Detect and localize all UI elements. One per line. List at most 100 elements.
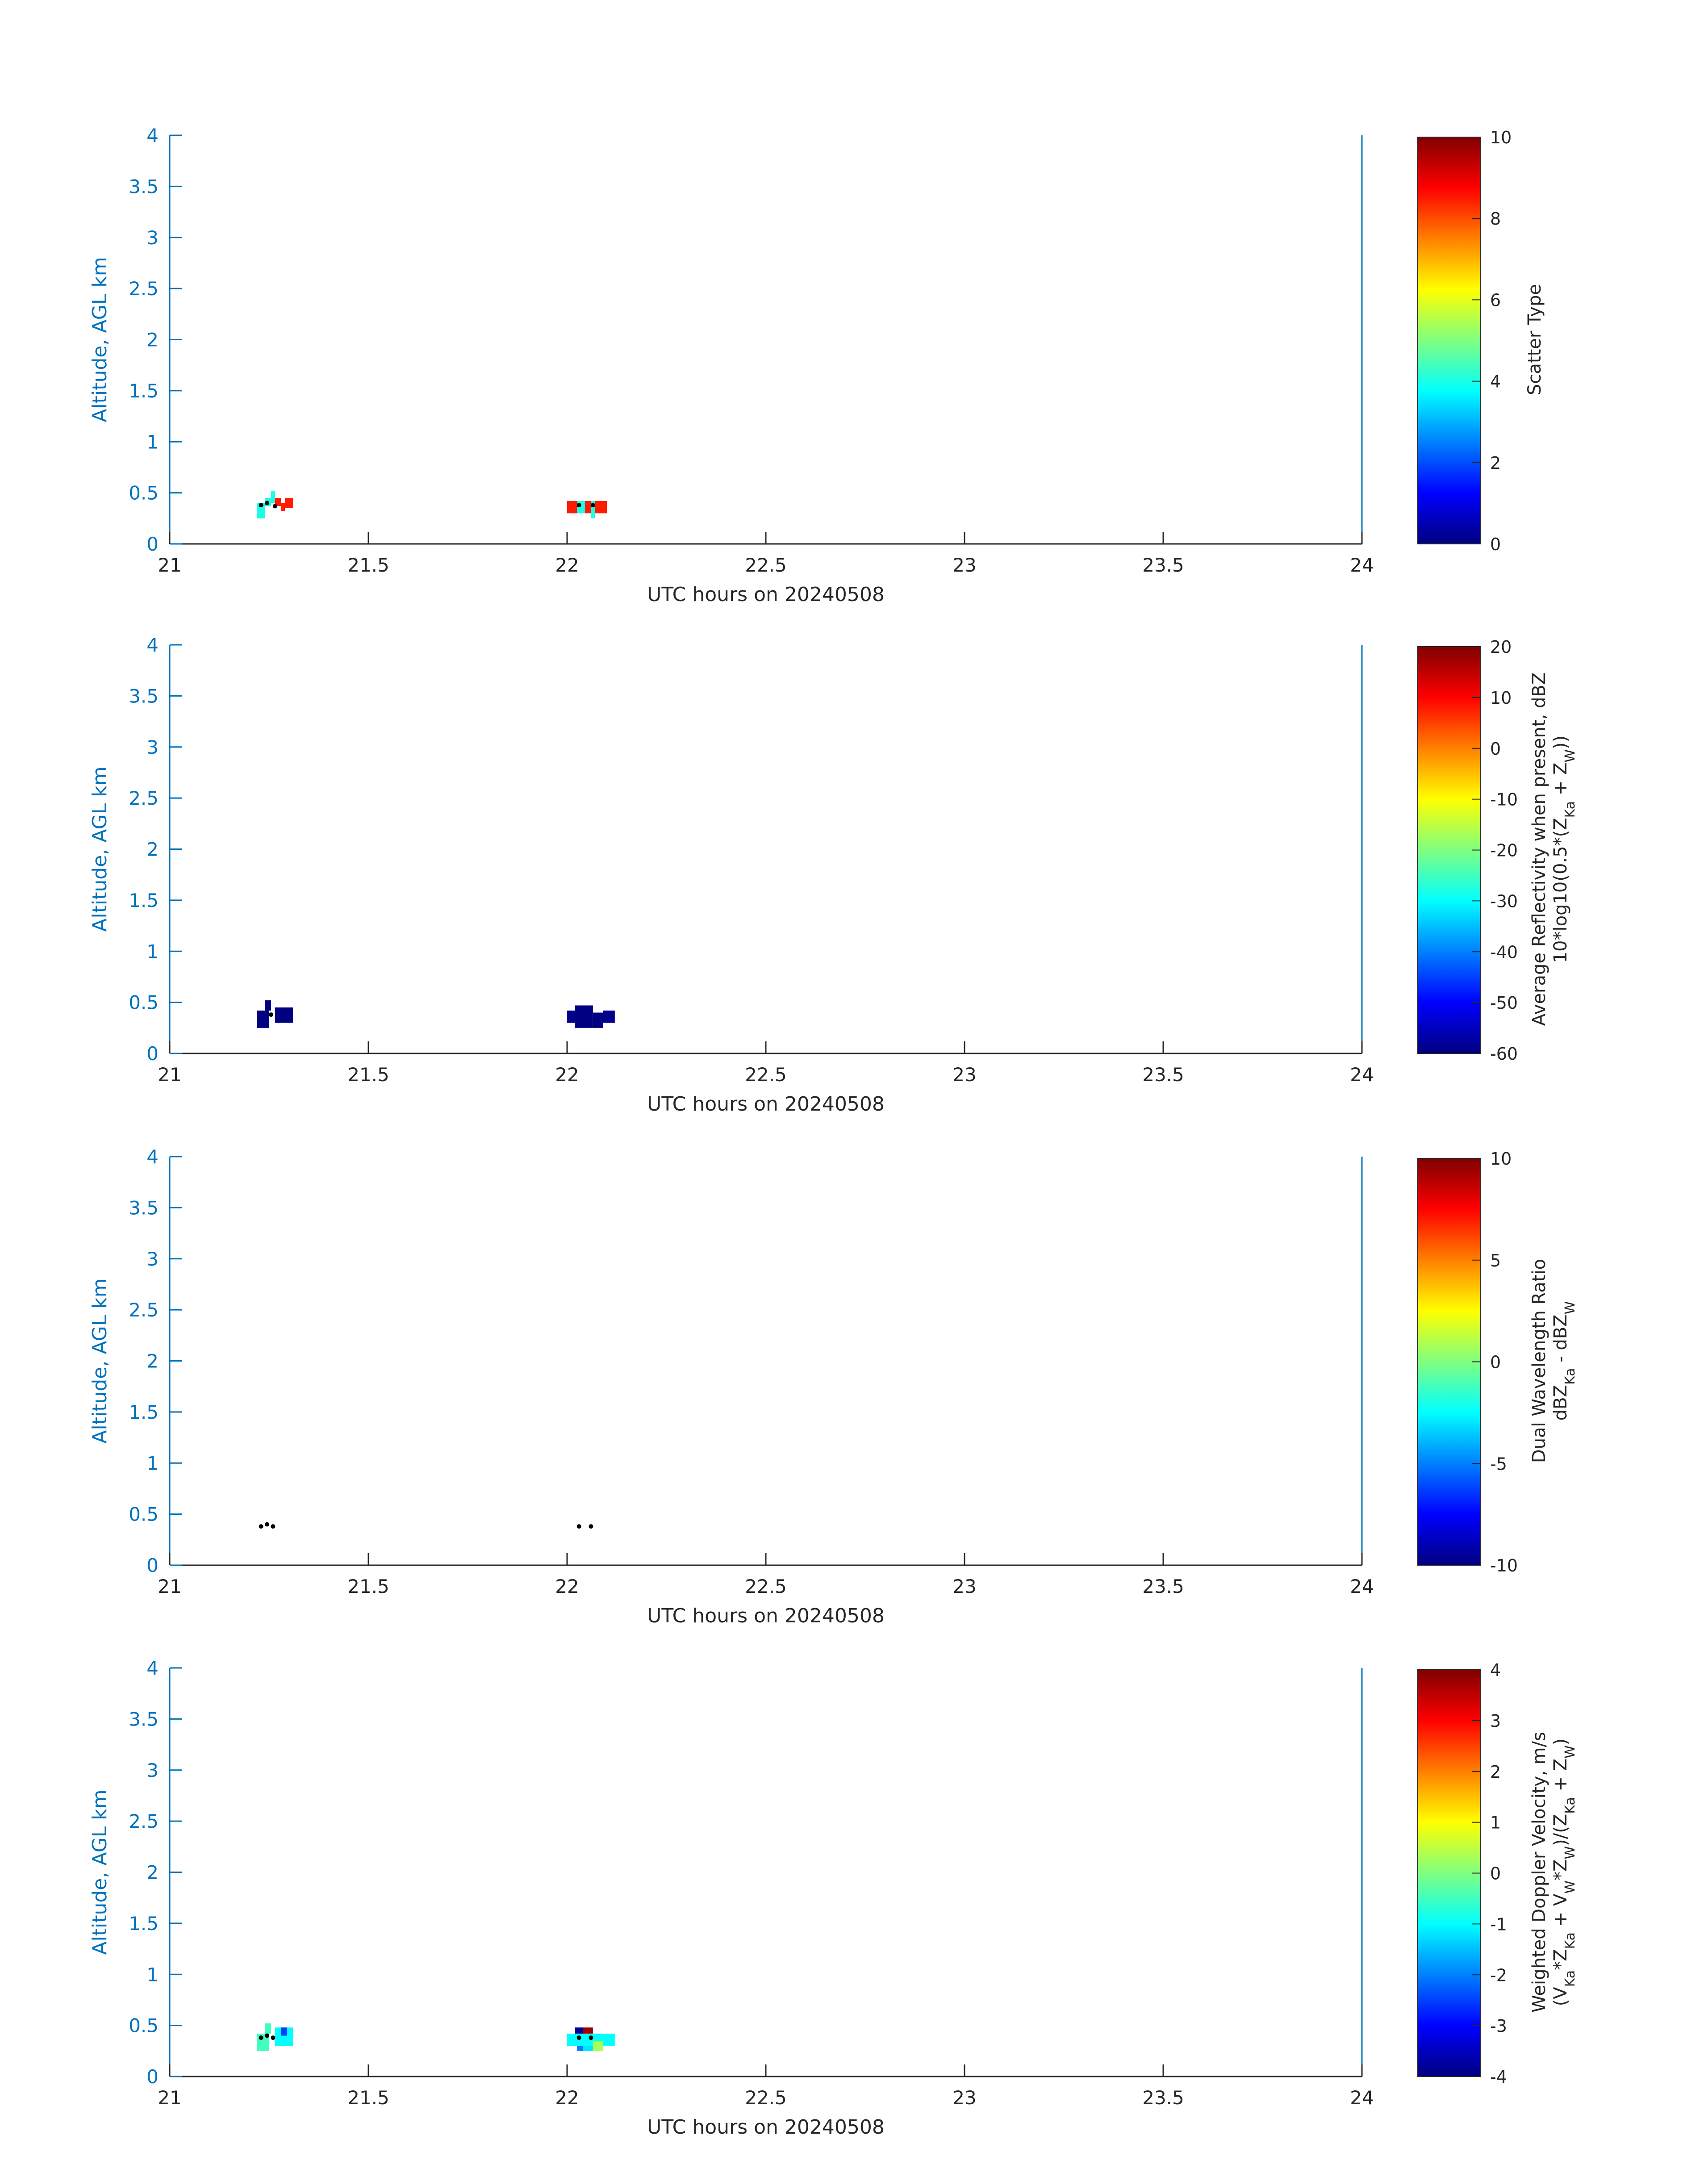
colorbar-tick-label: -10	[1490, 1556, 1518, 1575]
x-tick-label: 23	[952, 1575, 976, 1597]
y-tick-label: 4	[146, 1657, 159, 1679]
data-dot	[576, 1524, 581, 1529]
heatmap-cell	[567, 2033, 577, 2046]
colorbar-gradient	[1417, 1158, 1481, 1566]
data-dot	[271, 2035, 276, 2040]
y-axis-label: Altitude, AGL km	[88, 1789, 111, 1955]
heatmap-cell	[577, 2046, 583, 2051]
colorbar-label: 10*log10(0.5*(ZKa + ZW))	[1550, 735, 1578, 963]
heatmap-cell	[575, 1005, 593, 1028]
colorbar-tick-label: 20	[1490, 637, 1512, 657]
x-tick-label: 24	[1350, 554, 1374, 576]
colorbar-tick-label: 4	[1490, 1660, 1501, 1680]
x-tick-label: 23.5	[1142, 1064, 1184, 1086]
colorbar-gradient	[1417, 137, 1481, 544]
x-tick-label: 21	[158, 554, 181, 576]
y-tick-label: 1.5	[129, 890, 159, 911]
x-tick-label: 21	[158, 1064, 181, 1086]
colorbar: -60 -50 -40 -30 -20 -10 0 10 20 Average Reflectiv…	[1417, 637, 1578, 1064]
colorbar-label: Dual Wavelength Ratio	[1529, 1259, 1549, 1463]
x-tick-label: 21.5	[347, 1575, 389, 1597]
colorbar-tick-label: 3	[1490, 1711, 1501, 1731]
heatmap-cell	[567, 501, 577, 514]
x-tick-label: 22	[555, 554, 579, 576]
colorbar-label: (VKa*ZKa + VW*ZW)/(ZKa + ZW)	[1550, 1738, 1578, 2006]
heatmap-cell	[265, 1000, 271, 1011]
colorbar-tick-label: 0	[1490, 1353, 1501, 1372]
y-tick-label: 3	[146, 227, 159, 249]
colorbar-tick-label: -1	[1490, 1914, 1507, 1934]
colorbar-tick-label: 1	[1490, 1813, 1501, 1833]
heatmap-cell	[275, 498, 281, 506]
x-tick-label: 22.5	[745, 2087, 787, 2109]
colorbar-label: Scatter Type	[1524, 284, 1545, 395]
heatmap-cell	[285, 498, 293, 508]
x-tick-label: 21	[158, 2087, 181, 2109]
x-tick-label: 21.5	[347, 1064, 389, 1086]
heatmap-cell	[593, 1012, 603, 1028]
heatmap-cell	[603, 1010, 615, 1023]
colorbar-tick-label: 4	[1490, 372, 1501, 392]
heatmap-cells	[257, 2023, 615, 2051]
colorbar-tick-label: -5	[1490, 1454, 1507, 1474]
y-tick-label: 0	[146, 2066, 159, 2088]
y-tick-label: 2.5	[129, 278, 159, 300]
y-tick-label: 0.5	[129, 992, 159, 1014]
heatmap-cell	[585, 501, 591, 514]
colorbar-tick-label: -2	[1490, 1965, 1507, 1985]
colorbar-tick-label: 2	[1490, 453, 1501, 473]
y-tick-label: 1.5	[129, 1913, 159, 1935]
colorbar-tick-label: -3	[1490, 2016, 1507, 2036]
data-dot	[576, 503, 581, 508]
colorbar-tick-label: -20	[1490, 841, 1518, 861]
colorbar-tick-label: -60	[1490, 1044, 1518, 1064]
y-tick-label: 1	[146, 431, 159, 453]
data-dot	[259, 503, 263, 508]
colorbar-tick-label: 10	[1490, 688, 1512, 708]
y-tick-label: 3	[146, 1248, 159, 1270]
heatmap-cell	[583, 2046, 593, 2051]
colorbar-gradient	[1417, 646, 1481, 1054]
data-dot	[259, 2035, 263, 2040]
y-tick-label: 0.5	[129, 2015, 159, 2037]
x-tick-label: 23	[952, 2087, 976, 2109]
y-tick-label: 2	[146, 329, 159, 351]
colorbar-tick-label: 6	[1490, 290, 1501, 310]
heatmap-cell	[281, 2027, 287, 2036]
y-tick-label: 4	[146, 125, 159, 146]
data-dot	[268, 1012, 273, 1017]
colorbar-label: Average Reflectivity when present, dBZ	[1529, 673, 1549, 1026]
colorbar-tick-label: 10	[1490, 1149, 1512, 1169]
y-tick-label: 4	[146, 634, 159, 656]
x-tick-label: 24	[1350, 1064, 1374, 1086]
x-tick-label: 23.5	[1142, 2087, 1184, 2109]
y-tick-label: 3.5	[129, 1197, 159, 1219]
colorbar: -10 -5 0 5 10 Dual Wavelength Ratio dBZKa - dB…	[1417, 1149, 1578, 1575]
heatmap-cell	[281, 503, 285, 511]
colorbar: -4 -3 -2 -1 0 1 2 3 4 Weighted Doppler Velocity, …	[1417, 1660, 1578, 2087]
y-tick-label: 3.5	[129, 685, 159, 707]
heatmap-cells	[257, 1000, 615, 1028]
colorbar-tick-label: 10	[1490, 128, 1512, 147]
y-axis-label: Altitude, AGL km	[88, 766, 111, 932]
y-tick-label: 1	[146, 1964, 159, 1985]
heatmap-cell	[575, 2027, 583, 2034]
y-tick-label: 3	[146, 736, 159, 758]
x-tick-label: 24	[1350, 1575, 1374, 1597]
heatmap-cell	[583, 2027, 593, 2034]
y-tick-label: 1	[146, 1452, 159, 1474]
data-dots	[259, 501, 595, 509]
x-tick-label: 21.5	[347, 554, 389, 576]
heatmap-cell	[603, 2033, 615, 2046]
colorbar-label: dBZKa - dBZW	[1550, 1301, 1578, 1421]
x-tick-label: 23.5	[1142, 554, 1184, 576]
colorbar-gradient	[1417, 1669, 1481, 2077]
y-tick-label: 2	[146, 839, 159, 861]
x-tick-label: 21	[158, 1575, 181, 1597]
x-tick-label: 22	[555, 1575, 579, 1597]
y-tick-label: 3.5	[129, 1708, 159, 1730]
y-tick-label: 2	[146, 1862, 159, 1884]
colorbar-label: Weighted Doppler Velocity, m/s	[1529, 1732, 1549, 2013]
